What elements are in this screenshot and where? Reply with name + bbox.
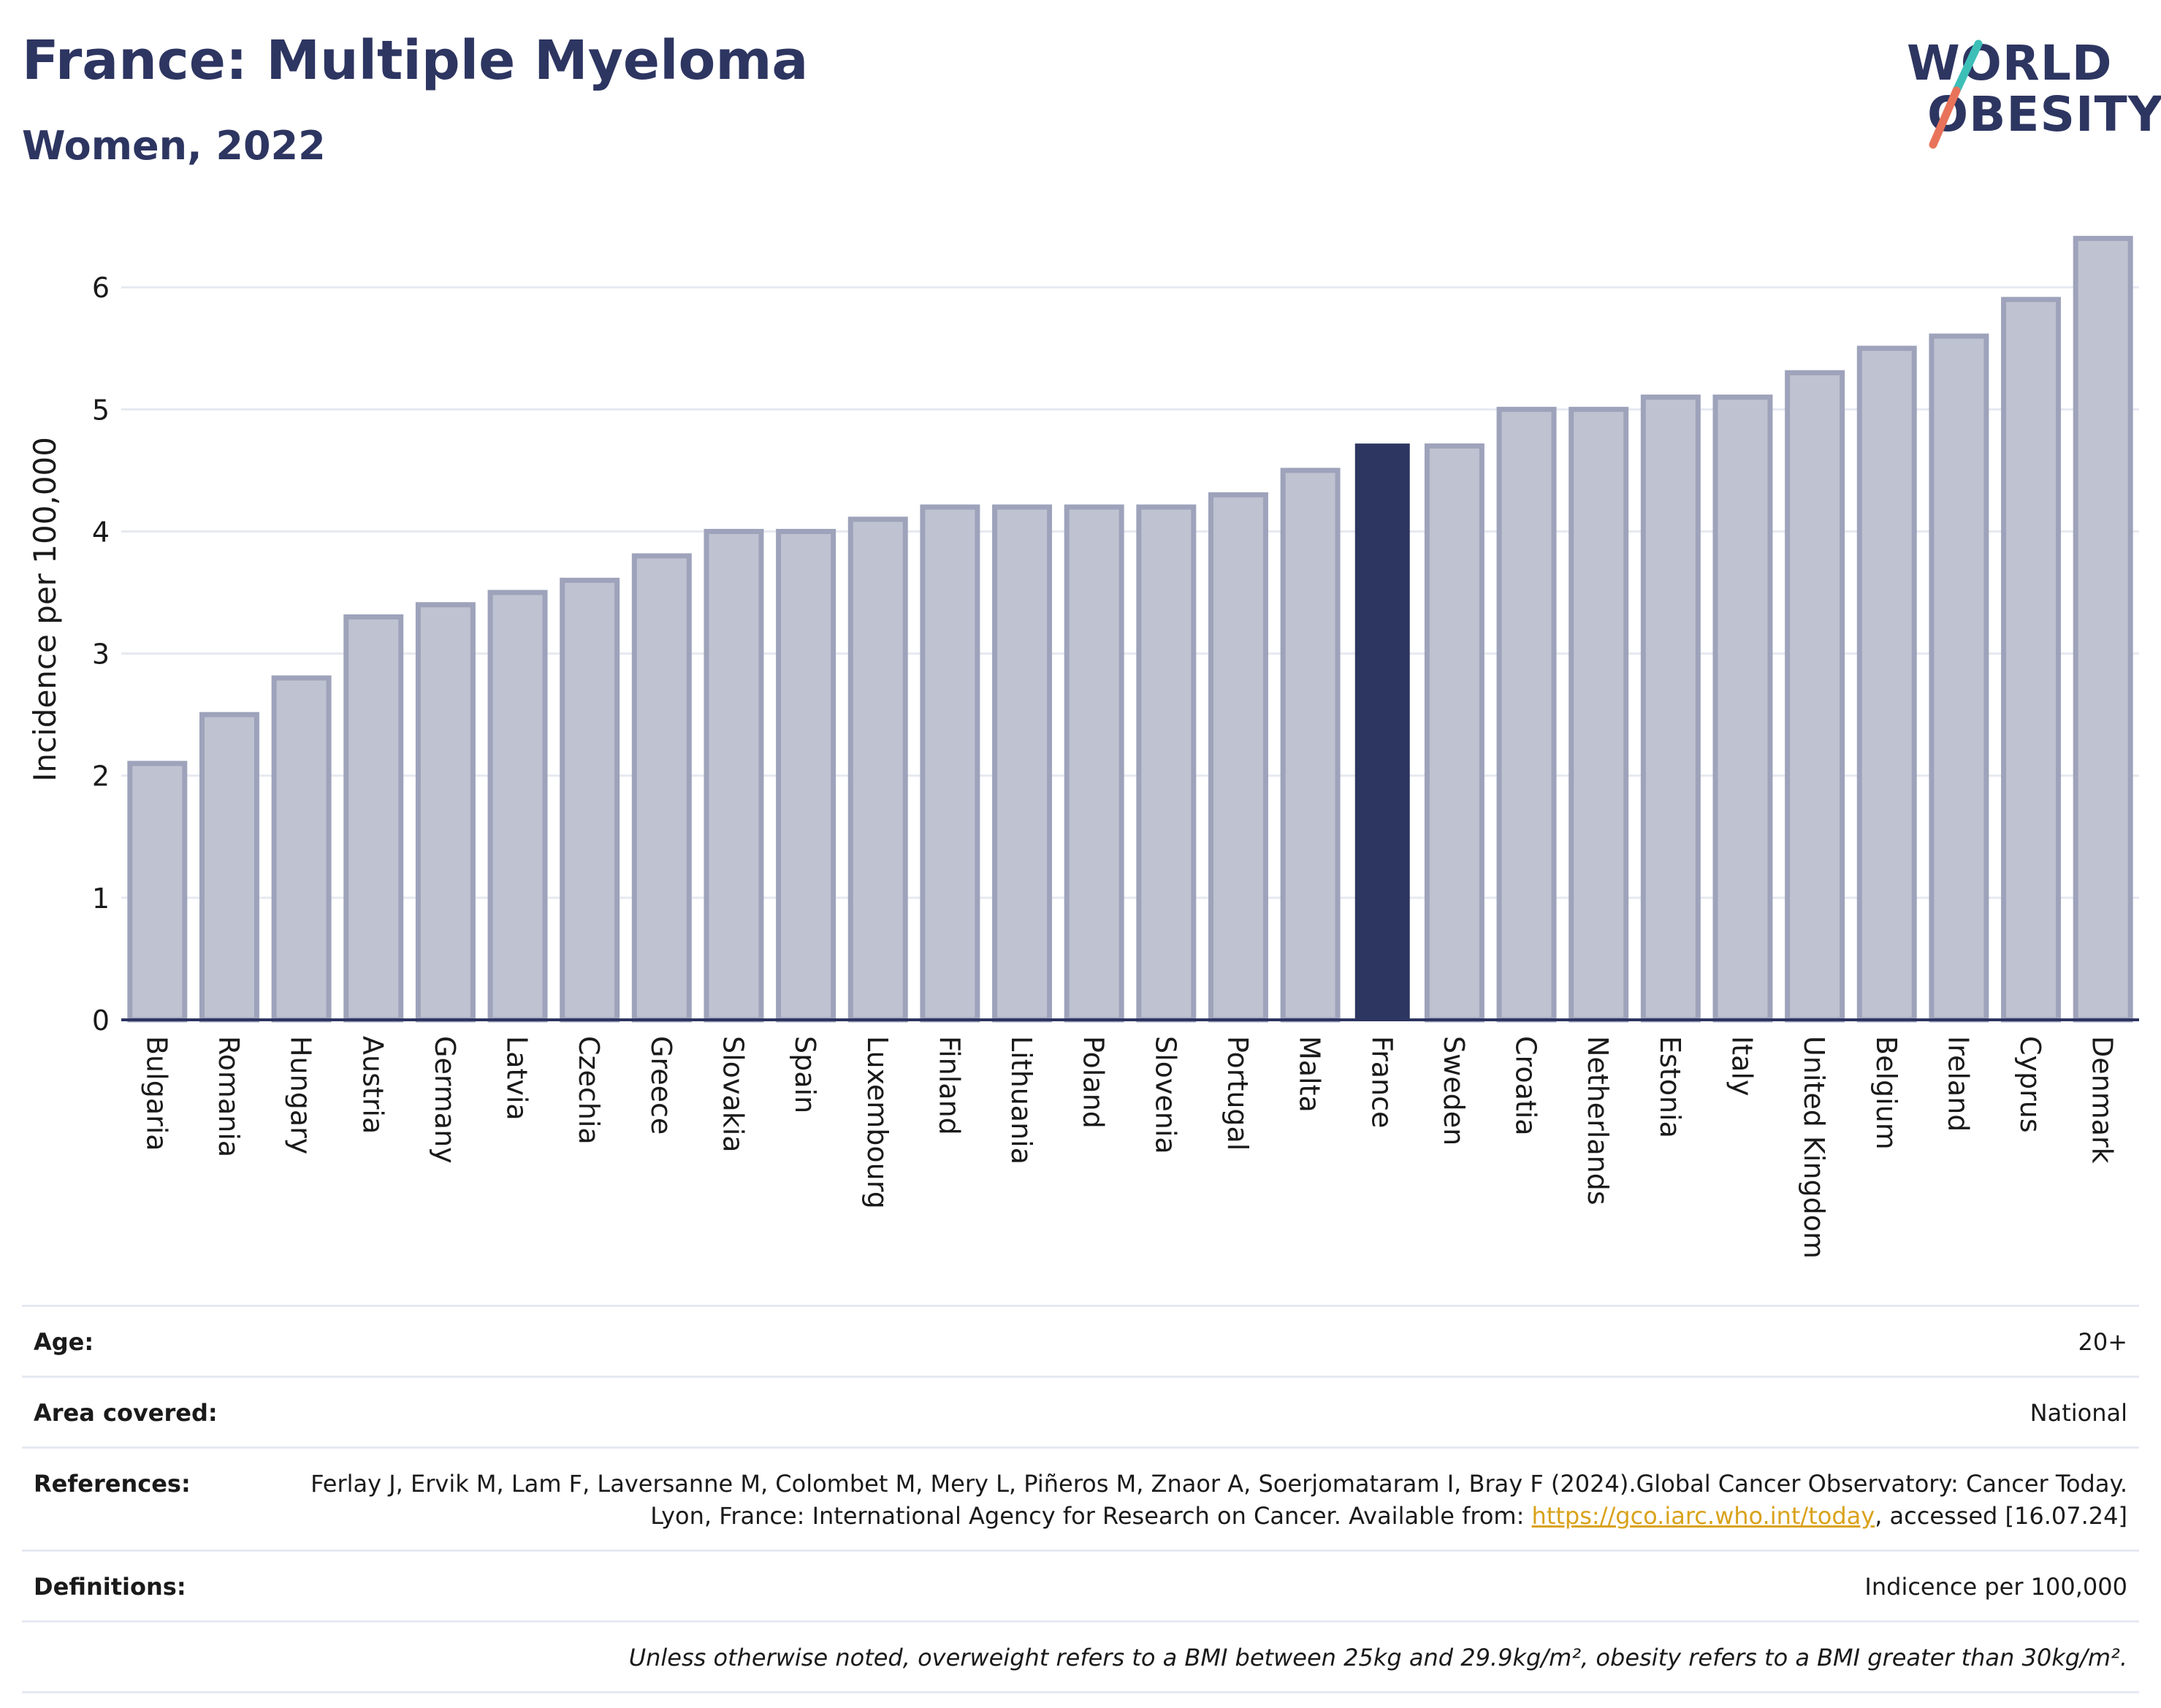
bar-netherlands xyxy=(1569,406,1629,1023)
definitions-label: Definitions: xyxy=(34,1573,186,1601)
x-tick-label: Denmark xyxy=(2086,1036,2119,1164)
bar-cyprus xyxy=(2001,297,2062,1023)
bar-finland xyxy=(920,504,980,1023)
bar-malta xyxy=(1280,468,1341,1023)
bar-france xyxy=(1354,443,1410,1020)
bar-greece xyxy=(631,553,692,1023)
y-tick-label: 6 xyxy=(92,272,110,304)
x-tick-label: Portugal xyxy=(1221,1036,1254,1151)
info-table: Age: 20+ Area covered: National Referenc… xyxy=(22,1305,2139,1693)
bar-estonia xyxy=(1640,394,1701,1023)
x-tick-label: Czechia xyxy=(573,1036,605,1145)
page-title: France: Multiple Myeloma xyxy=(22,29,809,92)
x-tick-labels: Bulgaria Romania Hungary Austria Germany Latv… xyxy=(140,1036,2118,1259)
x-tick-label: Malta xyxy=(1294,1036,1326,1113)
x-tick-label: Finland xyxy=(933,1036,965,1135)
bar-italy xyxy=(1712,394,1773,1023)
references-link[interactable]: https://gco.iarc.who.int/today xyxy=(1531,1502,1875,1530)
bar-austria xyxy=(343,614,404,1023)
y-tick-label: 0 xyxy=(92,1004,110,1037)
x-tick-label: Netherlands xyxy=(1582,1036,1614,1205)
definitions-value: Indicence per 100,000 xyxy=(1864,1573,2127,1601)
x-tick-label: United Kingdom xyxy=(1798,1036,1830,1259)
bar-croatia xyxy=(1496,406,1557,1023)
y-tick-label: 1 xyxy=(92,882,110,915)
x-tick-label: Sweden xyxy=(1438,1036,1470,1145)
bar-united-kingdom xyxy=(1785,370,1845,1023)
y-tick-label: 4 xyxy=(92,516,110,548)
x-tick-label: Bulgaria xyxy=(140,1036,172,1151)
y-tick-label: 3 xyxy=(92,638,110,671)
area-label: Area covered: xyxy=(34,1399,218,1427)
x-tick-label: Greece xyxy=(645,1036,677,1135)
footnote: Unless otherwise noted, overweight refer… xyxy=(628,1644,2127,1671)
info-row-note: Unless otherwise noted, overweight refer… xyxy=(22,1620,2139,1693)
bar-sweden xyxy=(1424,443,1485,1023)
x-tick-label: Slovenia xyxy=(1149,1036,1181,1154)
x-tick-label: Germany xyxy=(429,1036,461,1164)
bar-portugal xyxy=(1208,492,1268,1023)
bar-slovenia xyxy=(1136,504,1197,1023)
x-tick-label: Luxembourg xyxy=(861,1036,893,1209)
bar-lithuania xyxy=(992,504,1053,1023)
bar-luxembourg xyxy=(847,516,908,1023)
area-value: National xyxy=(2029,1399,2127,1427)
bar-spain xyxy=(776,528,836,1023)
references-text-1: Ferlay J, Ervik M, Lam F, Laversanne M, … xyxy=(310,1470,2127,1530)
x-tick-label: France xyxy=(1365,1036,1398,1128)
logo-line-2: OBESITY xyxy=(1927,86,2161,142)
x-tick-label: Poland xyxy=(1078,1036,1110,1129)
y-tick-label: 5 xyxy=(92,394,110,426)
bars xyxy=(127,235,2133,1023)
bar-chart: 0 1 2 3 4 5 6 Bulgaria Romania Hungary Austria Ger… xyxy=(27,235,2139,1259)
bar-hungary xyxy=(271,675,332,1023)
x-tick-label: Austria xyxy=(357,1036,389,1134)
x-tick-label: Italy xyxy=(1726,1036,1758,1096)
logo-slash-icon xyxy=(1929,39,1983,149)
bar-romania xyxy=(199,712,259,1023)
x-tick-label: Romania xyxy=(213,1036,245,1157)
x-tick-label: Croatia xyxy=(1510,1036,1542,1136)
page-subtitle: Women, 2022 xyxy=(22,123,326,169)
bar-germany xyxy=(415,602,476,1023)
logo-line-1: WORLD xyxy=(1907,35,2113,91)
info-row-definitions: Definitions: Indicence per 100,000 xyxy=(22,1549,2139,1620)
x-tick-label: Spain xyxy=(789,1036,821,1113)
bar-slovakia xyxy=(704,528,764,1023)
x-tick-label: Lithuania xyxy=(1005,1036,1037,1164)
x-tick-label: Hungary xyxy=(285,1036,317,1154)
info-row-references: References: Ferlay J, Ervik M, Lam F, La… xyxy=(22,1446,2139,1549)
bar-bulgaria xyxy=(127,760,188,1023)
bar-poland xyxy=(1064,504,1124,1023)
x-tick-label: Belgium xyxy=(1870,1036,1902,1150)
bar-latvia xyxy=(487,590,548,1023)
x-tick-label: Latvia xyxy=(501,1036,533,1121)
references-text-2: , accessed [16.07.24] xyxy=(1875,1502,2127,1530)
age-value: 20+ xyxy=(2078,1328,2127,1356)
world-obesity-logo: WORLD OBESITY xyxy=(1907,22,2161,153)
references-label: References: xyxy=(34,1470,191,1498)
references-value: Ferlay J, Ervik M, Lam F, Laversanne M, … xyxy=(301,1468,2127,1532)
x-tick-label: Estonia xyxy=(1654,1036,1686,1138)
bar-czechia xyxy=(560,577,620,1023)
bar-denmark xyxy=(2073,235,2133,1023)
info-row-age: Age: 20+ xyxy=(22,1305,2139,1376)
y-tick-label: 2 xyxy=(92,760,110,793)
age-label: Age: xyxy=(34,1328,94,1356)
bar-ireland xyxy=(1929,333,1989,1023)
x-tick-label: Slovakia xyxy=(717,1036,749,1153)
x-tick-label: Cyprus xyxy=(2014,1036,2046,1133)
y-tick-labels: 0 1 2 3 4 5 6 xyxy=(92,272,110,1037)
y-axis-title: Incidence per 100,000 xyxy=(27,437,63,782)
bar-belgium xyxy=(1856,346,1917,1023)
info-row-area: Area covered: National xyxy=(22,1376,2139,1446)
x-tick-label: Ireland xyxy=(1942,1036,1974,1132)
